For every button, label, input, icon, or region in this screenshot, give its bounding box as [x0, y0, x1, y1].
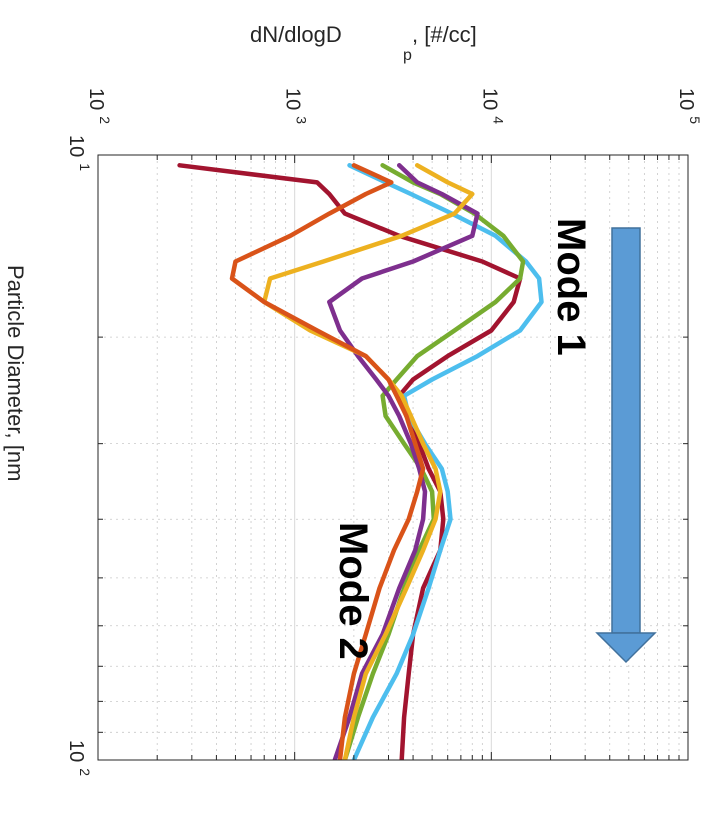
x-tick-base: 10	[65, 135, 87, 157]
y-tick-labels: 10 2 10 3 10 4 10 5	[85, 88, 703, 124]
plot-area	[98, 155, 688, 760]
mode-1-label: Mode 1	[549, 218, 593, 356]
x-tick-label: 10 1	[65, 135, 93, 171]
series-line-5	[261, 163, 475, 760]
y-tick-label: 10 3	[282, 88, 310, 124]
y-tick-base: 10	[478, 88, 500, 110]
y-tick-exponent: 2	[97, 116, 113, 124]
x-tick-exponent: 2	[77, 768, 93, 776]
y-tick-base: 10	[282, 88, 304, 110]
tick-marks	[98, 155, 688, 760]
mode-arrow	[595, 227, 657, 664]
y-axis-title-subscript: p	[403, 47, 412, 64]
x-axis-title: Particle Diameter, [nm	[3, 265, 28, 481]
y-tick-exponent: 4	[490, 116, 506, 124]
x-tick-base: 10	[65, 740, 87, 762]
y-axis-title: dN/dlogD p , [#/cc]	[250, 22, 477, 65]
plot-border	[97, 154, 689, 761]
y-tick-base: 10	[85, 88, 107, 110]
x-tick-label: 10 2	[65, 740, 93, 776]
x-tick-labels: 10 1 10 2	[65, 135, 93, 776]
series-line-4	[327, 163, 480, 760]
x-tick-exponent: 1	[77, 163, 93, 171]
y-tick-label: 10 4	[478, 88, 506, 124]
y-tick-base: 10	[675, 88, 697, 110]
series-layer	[177, 163, 544, 760]
y-tick-exponent: 3	[294, 116, 310, 124]
mode-2-label: Mode 2	[331, 522, 375, 660]
y-tick-label: 10 5	[675, 88, 703, 124]
series-line-6	[229, 163, 426, 760]
y-tick-exponent: 5	[687, 116, 703, 124]
y-axis-title-suffix: , [#/cc]	[412, 22, 477, 47]
y-tick-label: 10 2	[85, 88, 113, 124]
